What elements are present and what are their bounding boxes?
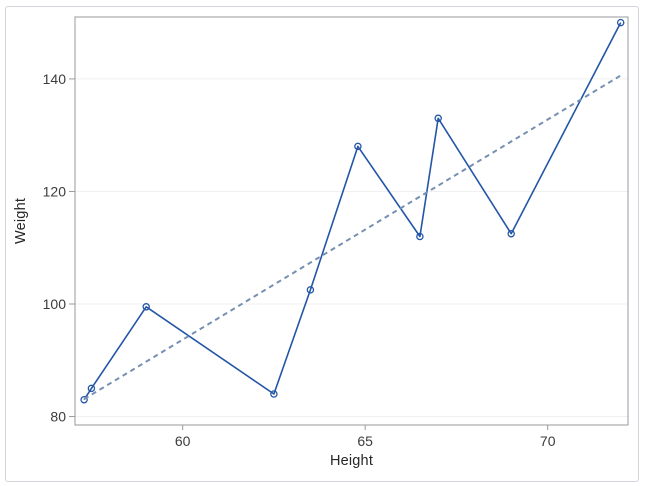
data-point-marker — [507, 229, 515, 238]
data-point-marker — [416, 232, 424, 241]
y-axis-title: Weight — [13, 197, 29, 245]
data-point-marker — [87, 384, 96, 393]
x-tick-label: 70 — [540, 433, 556, 449]
linear-fit-line — [83, 74, 622, 400]
x-tick-label: 60 — [175, 433, 191, 449]
x-tick-label: 65 — [357, 433, 373, 449]
data-point-marker — [270, 390, 278, 398]
data-point-marker — [434, 114, 442, 123]
y-tick-label: 120 — [43, 183, 67, 199]
plot-frame — [74, 16, 629, 426]
y-tick-label: 80 — [50, 409, 66, 425]
chart-panel — [5, 6, 639, 482]
x-axis-title: Height — [329, 453, 374, 469]
data-point-marker — [80, 395, 88, 404]
data-point-marker — [306, 286, 315, 294]
observed-weight-by-height-line — [83, 22, 622, 401]
y-tick-label: 100 — [43, 296, 67, 312]
data-point-marker — [142, 303, 150, 311]
data-point-marker — [616, 18, 625, 27]
y-tick-label: 140 — [43, 71, 67, 87]
data-point-marker — [354, 142, 362, 151]
